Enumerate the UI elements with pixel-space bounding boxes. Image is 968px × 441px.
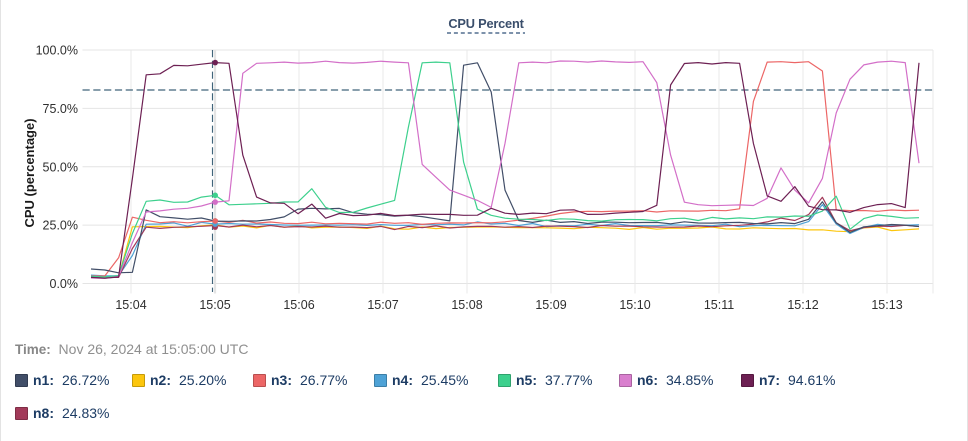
- svg-text:15:10: 15:10: [619, 298, 650, 312]
- svg-text:15:07: 15:07: [367, 298, 398, 312]
- svg-text:15:06: 15:06: [283, 298, 314, 312]
- svg-text:15:05: 15:05: [199, 298, 230, 312]
- svg-text:100.0%: 100.0%: [36, 44, 78, 58]
- svg-text:15:04: 15:04: [115, 298, 146, 312]
- svg-text:15:09: 15:09: [535, 298, 566, 312]
- svg-text:50.0%: 50.0%: [43, 160, 78, 174]
- svg-text:15:11: 15:11: [704, 298, 734, 312]
- svg-text:75.0%: 75.0%: [43, 102, 78, 116]
- svg-text:25.0%: 25.0%: [43, 219, 78, 233]
- svg-text:15:13: 15:13: [871, 298, 902, 312]
- svg-text:15:12: 15:12: [787, 298, 818, 312]
- svg-text:CPU (percentage): CPU (percentage): [22, 118, 37, 227]
- svg-text:0.0%: 0.0%: [50, 277, 79, 291]
- svg-text:15:08: 15:08: [451, 298, 482, 312]
